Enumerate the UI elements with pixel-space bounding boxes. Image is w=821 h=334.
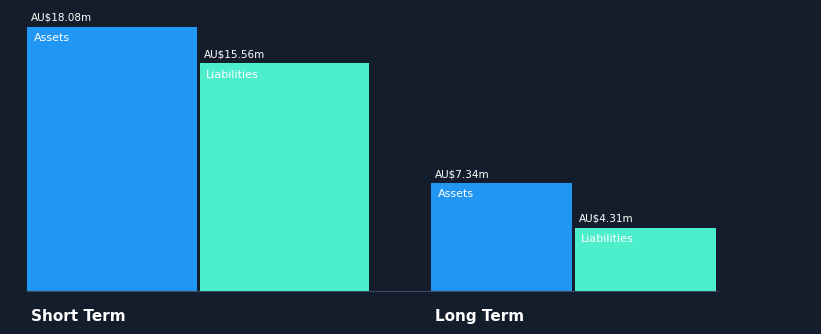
Text: Short Term: Short Term xyxy=(31,309,126,324)
Text: Assets: Assets xyxy=(438,189,474,199)
Text: Long Term: Long Term xyxy=(435,309,525,324)
Bar xyxy=(200,63,369,291)
Text: Liabilities: Liabilities xyxy=(581,234,634,244)
Bar xyxy=(431,183,572,291)
Text: AU$15.56m: AU$15.56m xyxy=(204,49,265,59)
Text: Assets: Assets xyxy=(34,33,70,43)
Text: AU$7.34m: AU$7.34m xyxy=(435,169,490,179)
Bar xyxy=(575,228,716,291)
Text: Liabilities: Liabilities xyxy=(206,69,259,79)
Bar xyxy=(27,27,197,291)
Text: AU$4.31m: AU$4.31m xyxy=(579,214,634,224)
Text: AU$18.08m: AU$18.08m xyxy=(31,13,92,23)
